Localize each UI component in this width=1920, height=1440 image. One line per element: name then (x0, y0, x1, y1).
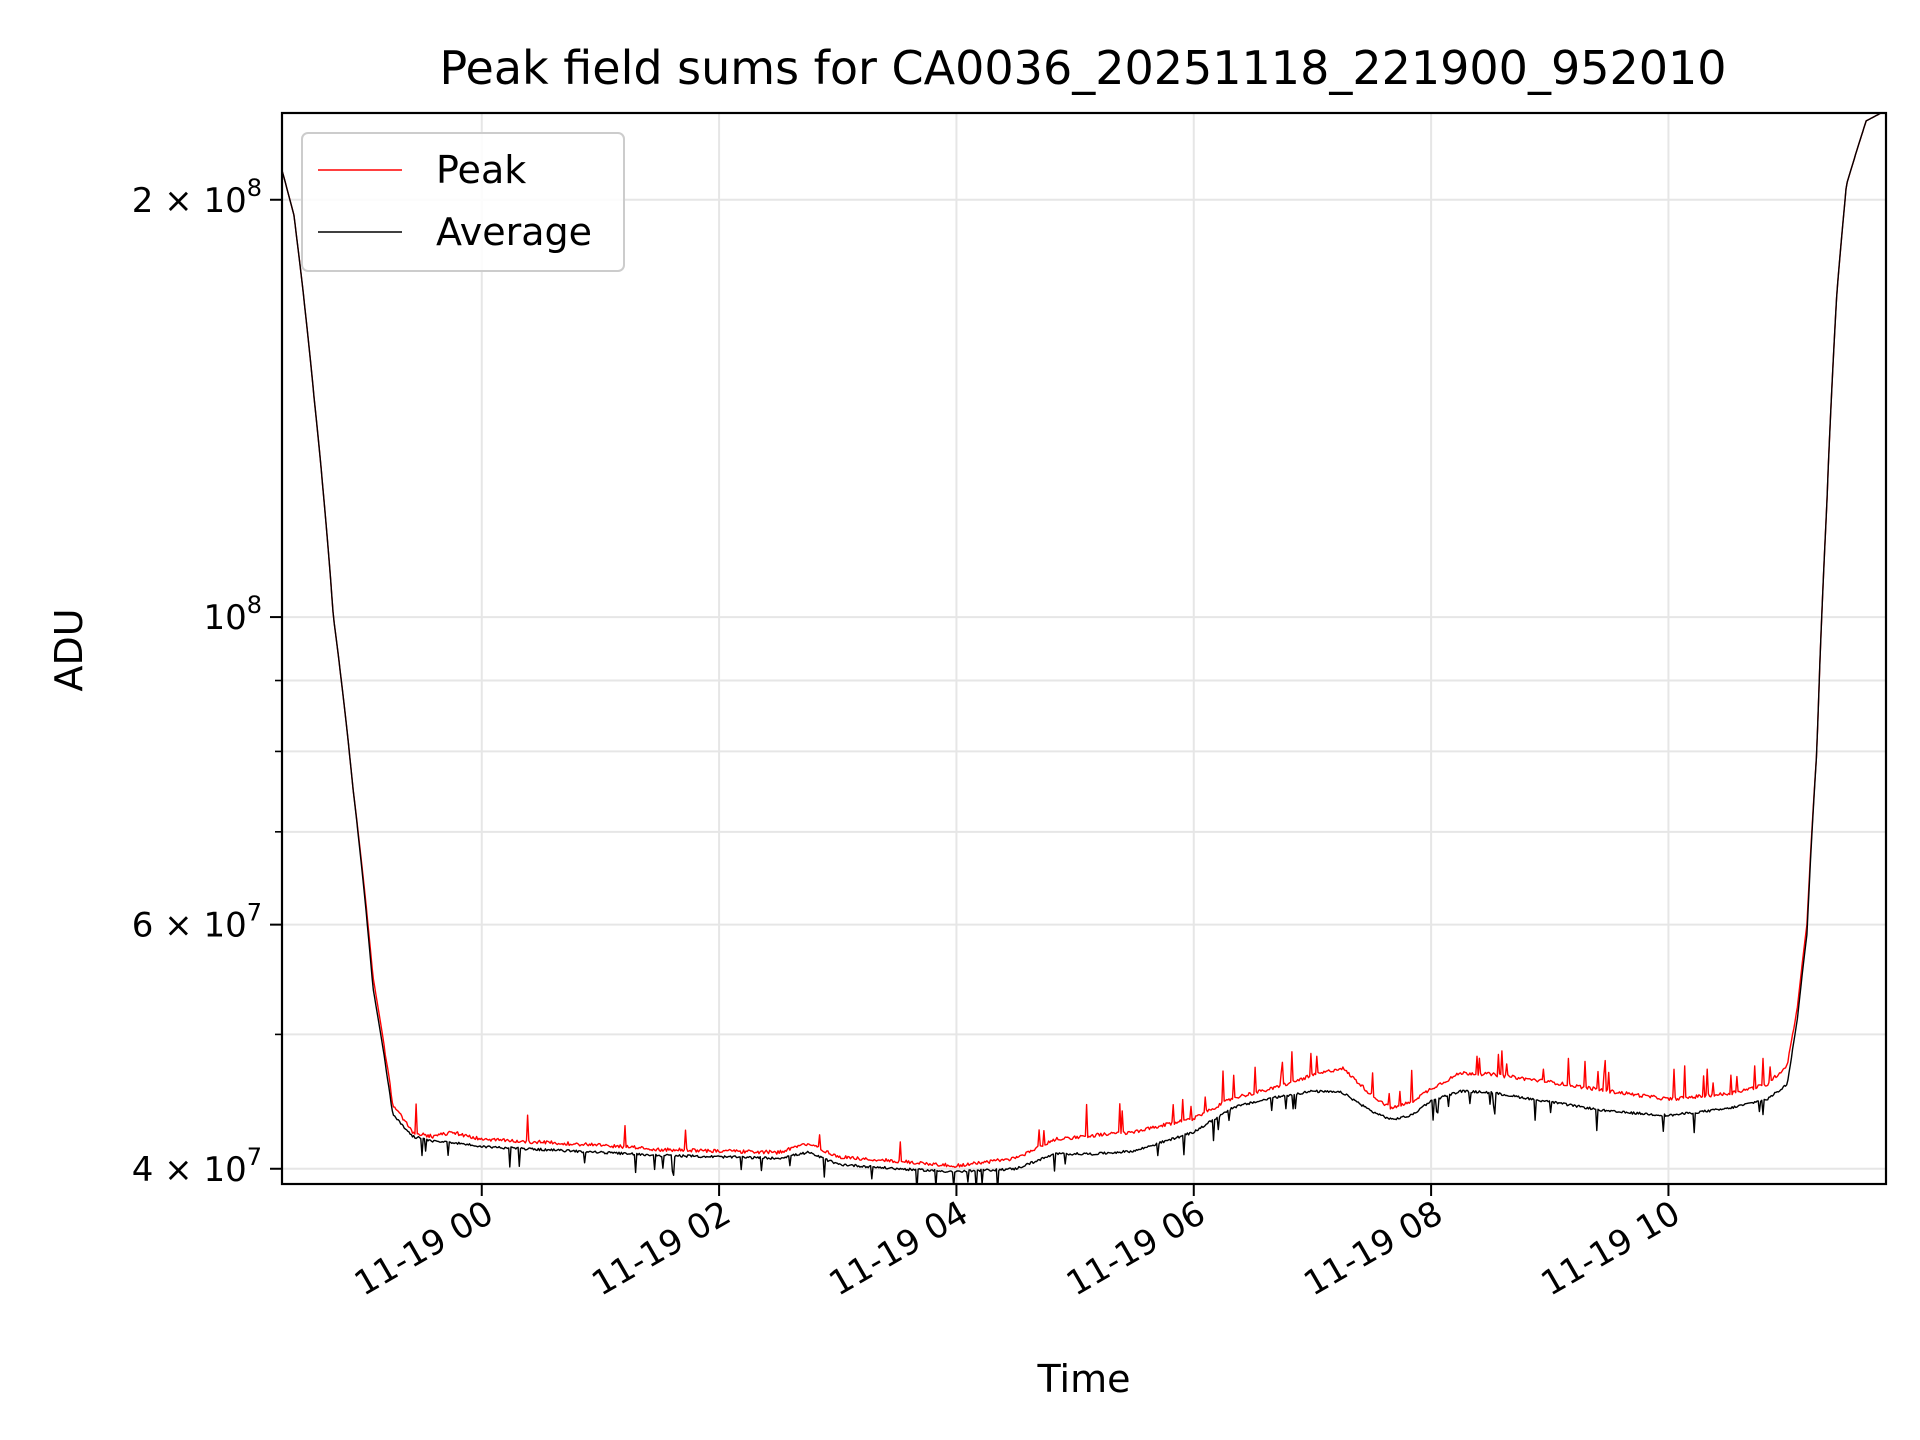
legend: Peak Average (301, 132, 625, 272)
series-line-average (282, 113, 1883, 1184)
y-tick-exponent: 8 (247, 174, 262, 202)
y-axis-label: ADU (47, 608, 91, 691)
chart-title: Peak field sums for CA0036_20251118_2219… (439, 41, 1726, 95)
y-tick-label: 6 × 107 (132, 899, 262, 946)
y-tick-base: 4 × 10 (132, 1150, 247, 1190)
y-tick-exponent: 8 (247, 591, 262, 619)
y-tick-base: 2 × 10 (132, 181, 247, 221)
y-tick-label: 4 × 107 (132, 1143, 262, 1190)
legend-box (301, 132, 625, 272)
plot-frame (280, 111, 1888, 1186)
y-tick-label: 2 × 108 (132, 174, 262, 221)
legend-label-peak: Peak (436, 148, 526, 192)
legend-label-average: Average (436, 210, 592, 254)
x-axis-label: Time (1037, 1357, 1131, 1401)
y-tick-base: 10 (203, 598, 246, 638)
y-tick-label: 108 (203, 591, 262, 638)
y-tick-exponent: 7 (247, 899, 262, 927)
grid (282, 113, 1886, 1184)
series-line-peak (282, 113, 1883, 1169)
y-tick-base: 6 × 10 (132, 906, 247, 946)
series-layer (282, 113, 1883, 1184)
y-tick-exponent: 7 (247, 1143, 262, 1171)
